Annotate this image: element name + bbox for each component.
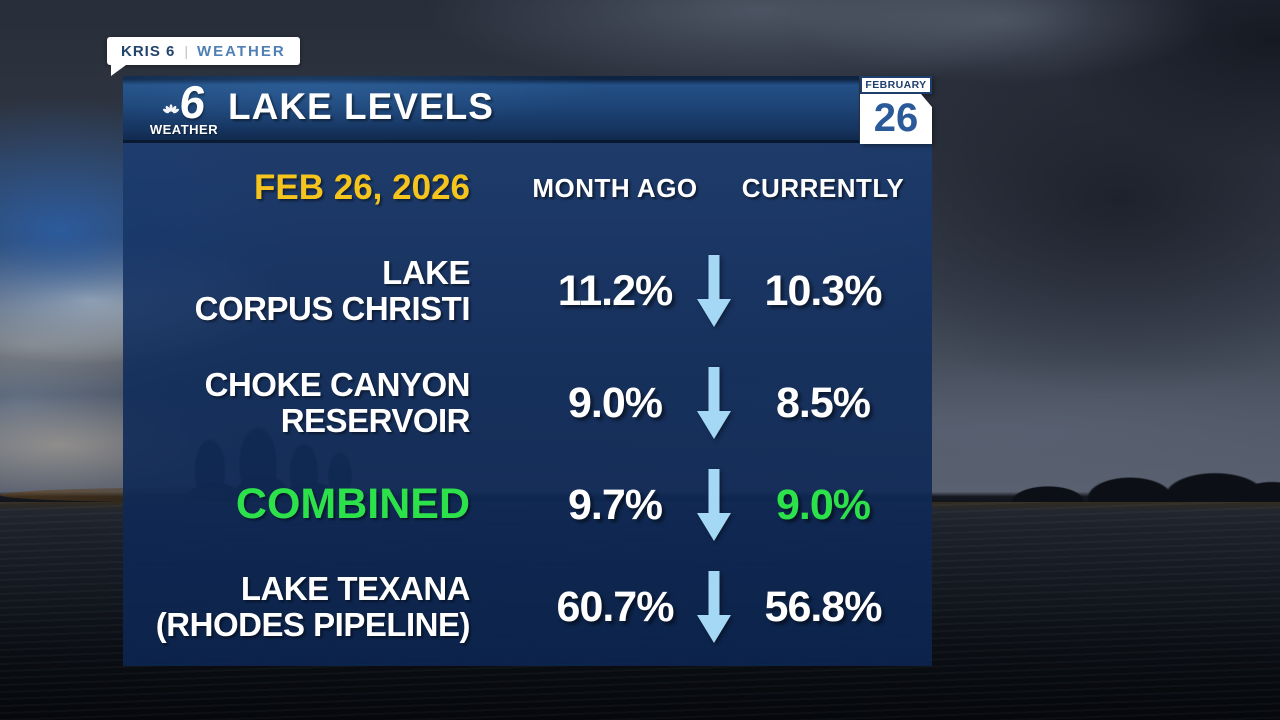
table-row-combined: COMBINED 9.7% 9.0% xyxy=(123,456,932,554)
calendar-date: FEBRUARY 26 xyxy=(860,76,932,144)
calendar-page: 26 xyxy=(860,94,932,144)
lake-levels-panel: FEB 26, 2026 MONTH AGO CURRENTLY LAKE CO… xyxy=(123,140,932,666)
down-arrow-icon xyxy=(696,556,732,658)
currently-value: 56.8% xyxy=(764,582,883,631)
date-label: FEB 26, 2026 xyxy=(254,168,470,207)
month-ago-value: 11.2% xyxy=(557,266,674,315)
table-row-lake-texana: LAKE TEXANA (RHODES PIPELINE) 60.7% 56.8… xyxy=(123,556,932,658)
lake-name: LAKE CORPUS CHRISTI xyxy=(194,253,471,327)
column-header-currently: CURRENTLY xyxy=(741,172,905,203)
logo-weather-label: WEATHER xyxy=(149,122,219,137)
logo-channel-number: 6 xyxy=(176,76,209,128)
badge-weather-label: WEATHER xyxy=(197,42,286,60)
badge-divider: | xyxy=(184,43,188,59)
column-header-month-ago: MONTH AGO xyxy=(532,172,698,203)
currently-value: 8.5% xyxy=(775,378,871,427)
lake-name: LAKE TEXANA (RHODES PIPELINE) xyxy=(155,569,471,643)
peacock-icon xyxy=(162,102,179,120)
currently-value: 10.3% xyxy=(764,266,883,315)
month-ago-value: 60.7% xyxy=(556,582,675,631)
table-row-lake-corpus-christi: LAKE CORPUS CHRISTI 11.2% 10.3% xyxy=(123,235,932,347)
calendar-month: FEBRUARY xyxy=(860,76,932,94)
table-row-choke-canyon: CHOKE CANYON RESERVOIR 9.0% 8.5% xyxy=(123,352,932,454)
page-title: LAKE LEVELS xyxy=(228,85,494,127)
down-arrow-icon xyxy=(696,456,732,554)
header-bar: 6 WEATHER LAKE LEVELS xyxy=(123,76,859,143)
lake-name: CHOKE CANYON RESERVOIR xyxy=(204,365,471,439)
station-name: KRIS 6 xyxy=(121,42,176,60)
lake-name: COMBINED xyxy=(235,480,470,529)
month-ago-value: 9.7% xyxy=(567,480,663,529)
currently-value: 9.0% xyxy=(775,480,871,529)
down-arrow-icon xyxy=(696,352,732,454)
station-logo: 6 WEATHER xyxy=(133,76,235,137)
down-arrow-icon xyxy=(696,235,732,347)
month-ago-value: 9.0% xyxy=(567,378,663,427)
station-badge: KRIS 6 | WEATHER xyxy=(107,37,300,65)
calendar-day: 26 xyxy=(873,96,919,140)
table-header-row: FEB 26, 2026 MONTH AGO CURRENTLY xyxy=(123,158,932,218)
